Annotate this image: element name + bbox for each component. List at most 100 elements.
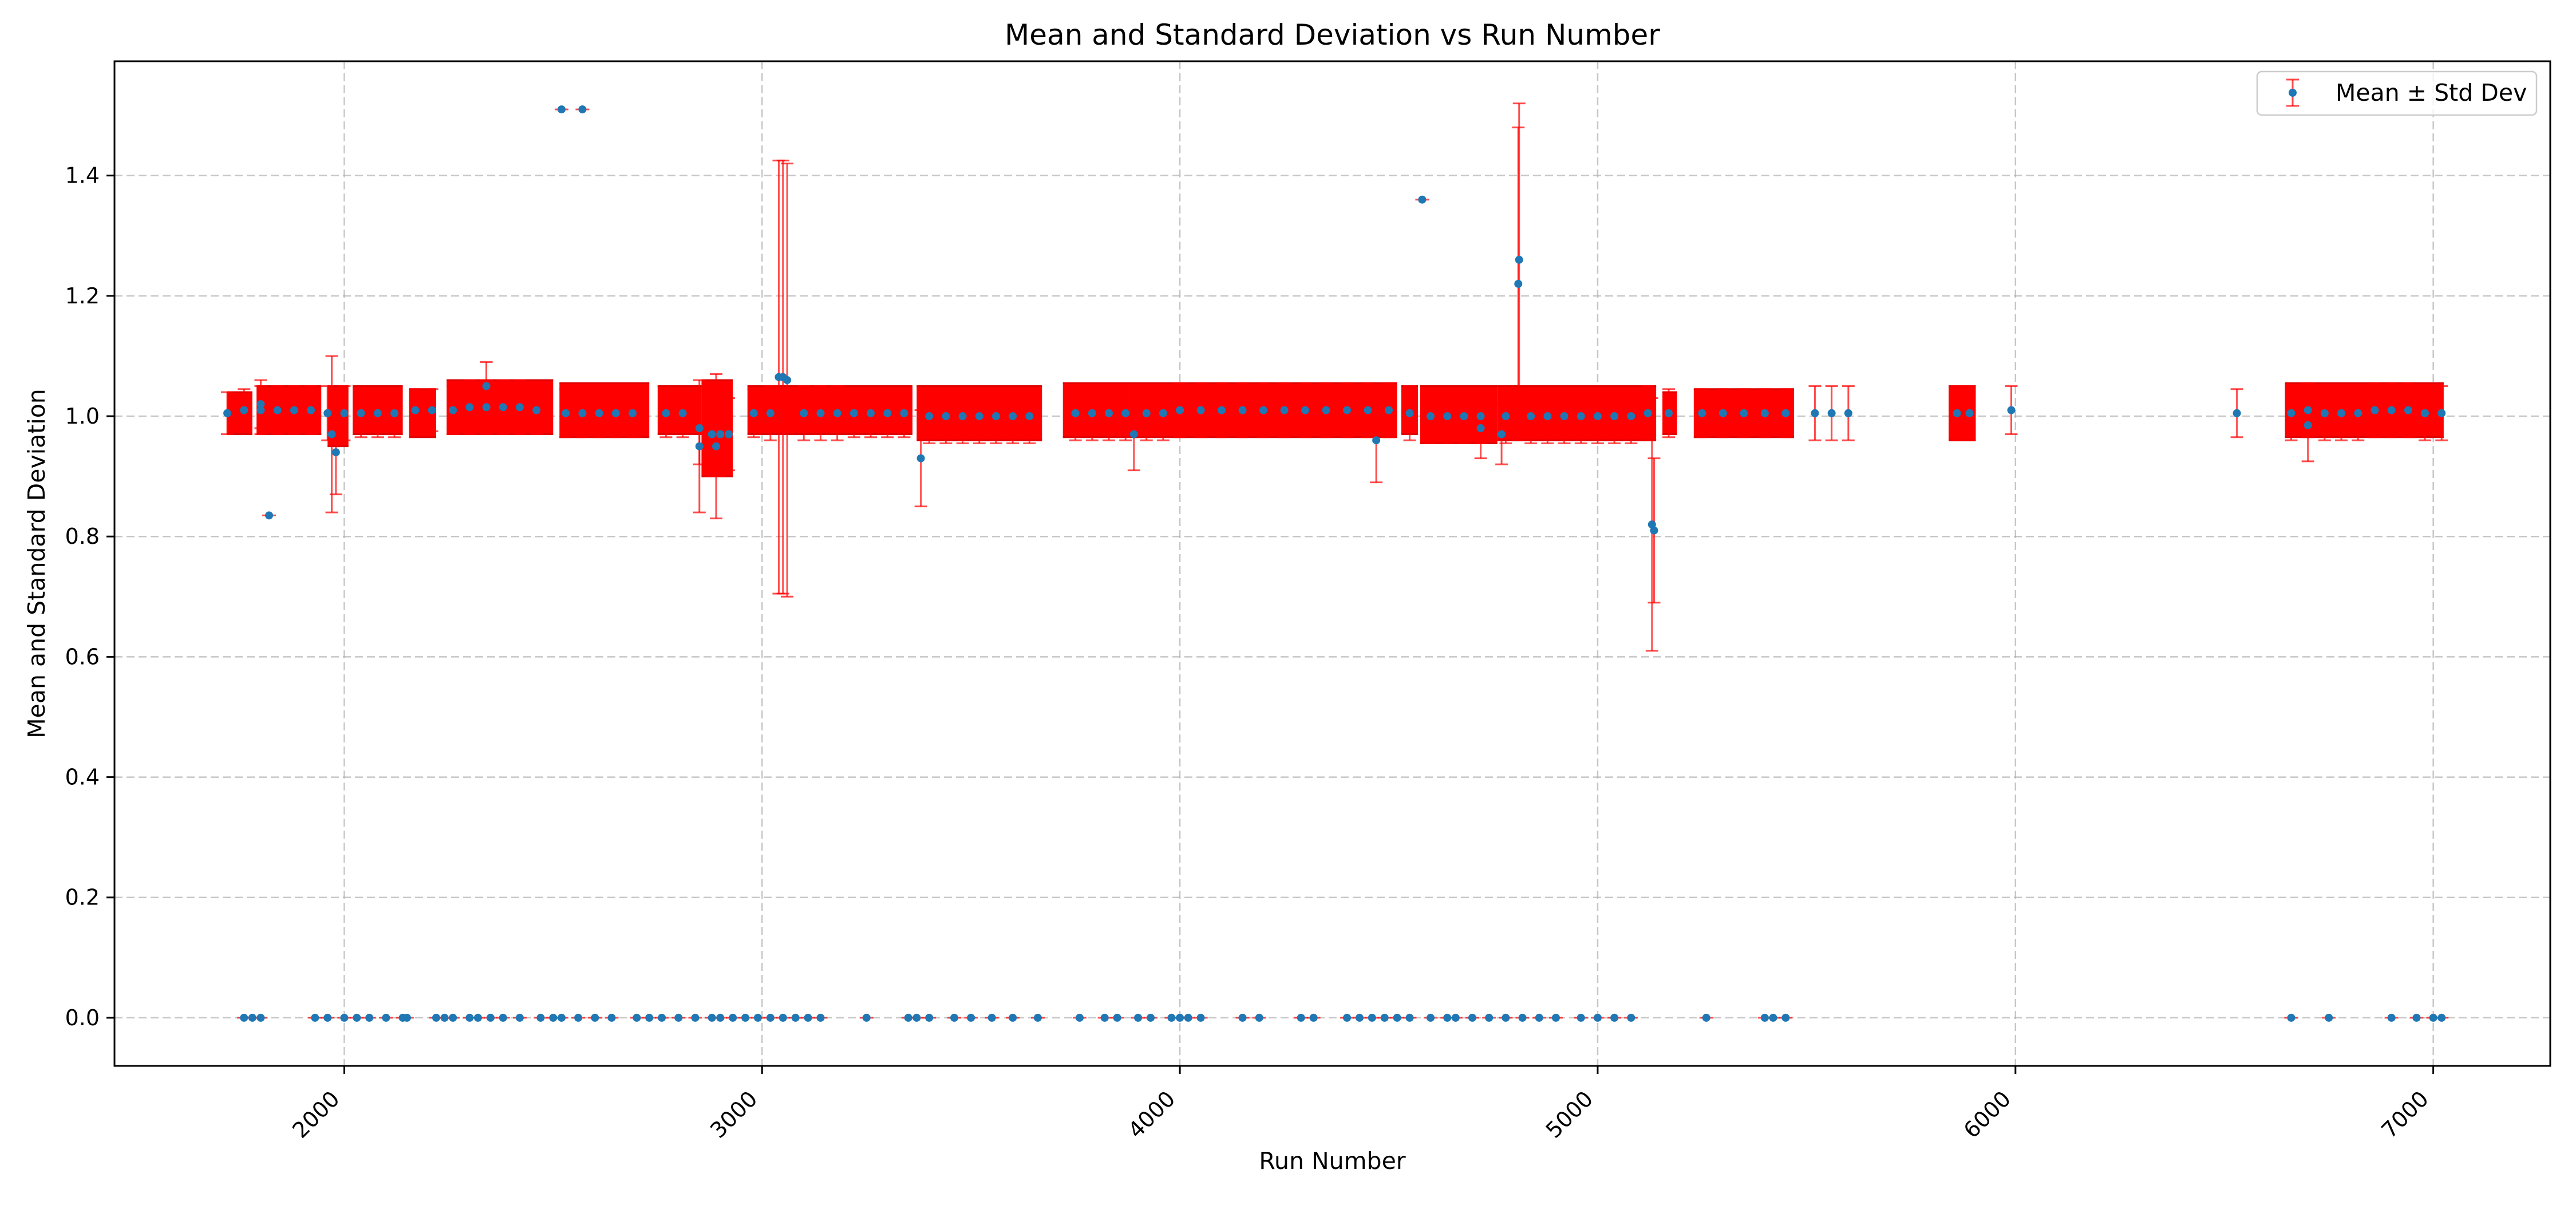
mean-point	[1105, 409, 1113, 417]
mean-point	[465, 1013, 474, 1022]
mean-point	[482, 403, 491, 412]
mean-point	[1498, 430, 1506, 438]
mean-point	[904, 1013, 912, 1022]
mean-point	[862, 1013, 871, 1022]
mean-point	[265, 511, 274, 520]
mean-point	[724, 430, 733, 438]
mean-point	[1476, 412, 1485, 421]
mean-point	[925, 1013, 934, 1022]
mean-point	[1405, 1013, 1414, 1022]
mean-point	[2437, 409, 2446, 417]
mean-point	[1033, 1013, 1042, 1022]
mean-point	[816, 409, 825, 417]
mean-point	[800, 409, 808, 417]
mean-point	[1643, 409, 1652, 417]
mean-point	[1698, 409, 1706, 417]
mean-point	[1769, 1013, 1777, 1022]
mean-point	[1009, 1013, 1017, 1022]
x-axis-label: Run Number	[1259, 1147, 1405, 1175]
mean-point	[2287, 1013, 2296, 1022]
errorbar-band	[701, 380, 733, 477]
mean-point	[753, 1013, 762, 1022]
mean-point	[2370, 406, 2379, 414]
mean-point	[440, 1013, 449, 1022]
mean-point	[1238, 1013, 1247, 1022]
y-tick-label: 0.4	[65, 765, 100, 790]
mean-point	[2387, 406, 2396, 414]
mean-point	[290, 406, 298, 414]
mean-point	[741, 1013, 750, 1022]
mean-point	[411, 406, 420, 414]
mean-point	[1650, 526, 1658, 535]
mean-point	[1965, 409, 1974, 417]
mean-point	[240, 406, 248, 414]
mean-point	[432, 1013, 440, 1022]
mean-point	[482, 382, 491, 390]
mean-point	[678, 409, 687, 417]
mean-point	[883, 409, 892, 417]
mean-point	[1134, 1013, 1143, 1022]
legend-entry-label: Mean ± Std Dev	[2336, 79, 2527, 106]
mean-point	[1485, 1013, 1494, 1022]
mean-point	[562, 409, 570, 417]
mean-point	[515, 1013, 524, 1022]
mean-point	[867, 409, 875, 417]
mean-point	[729, 1013, 737, 1022]
mean-point	[925, 412, 934, 421]
mean-point	[340, 409, 349, 417]
legend: Mean ± Std Dev	[2256, 70, 2538, 116]
mean-point	[833, 409, 841, 417]
mean-point	[1551, 1013, 1560, 1022]
mean-point	[591, 1013, 599, 1022]
mean-point	[1844, 409, 1852, 417]
mean-point	[1121, 409, 1130, 417]
mean-point	[766, 1013, 775, 1022]
y-tick-label: 0.8	[65, 524, 100, 549]
mean-point	[912, 1013, 921, 1022]
mean-point	[365, 1013, 374, 1022]
mean-point	[1781, 1013, 1790, 1022]
mean-point	[499, 1013, 507, 1022]
chart-title: Mean and Standard Deviation vs Run Numbe…	[1005, 18, 1660, 52]
mean-point	[1297, 1013, 1305, 1022]
mean-point	[967, 1013, 975, 1022]
mean-point	[578, 105, 587, 114]
mean-point	[2354, 409, 2362, 417]
mean-point	[1527, 412, 1535, 421]
mean-point	[473, 1013, 482, 1022]
mean-point	[390, 409, 398, 417]
mean-point	[916, 454, 925, 463]
mean-point	[428, 406, 436, 414]
mean-point	[1811, 409, 1819, 417]
mean-point	[1593, 1013, 1602, 1022]
mean-point	[708, 1013, 716, 1022]
mean-point	[248, 1013, 256, 1022]
mean-point	[340, 1013, 349, 1022]
mean-point	[2387, 1013, 2396, 1022]
mean-point	[331, 448, 340, 457]
mean-point	[1610, 412, 1619, 421]
mean-point	[2437, 1013, 2446, 1022]
y-tick-label: 0.6	[65, 644, 100, 669]
mean-point	[2337, 409, 2346, 417]
mean-point	[1176, 406, 1184, 414]
errorbar-band	[559, 383, 650, 437]
mean-point	[1781, 409, 1790, 417]
mean-point	[804, 1013, 812, 1022]
mean-point	[716, 1013, 725, 1022]
mean-point	[1953, 409, 1961, 417]
mean-point	[574, 1013, 583, 1022]
mean-point	[629, 409, 637, 417]
y-tick-label: 0.2	[65, 885, 100, 910]
mean-point	[402, 1013, 411, 1022]
mean-point	[486, 1013, 495, 1022]
mean-point	[1071, 409, 1080, 417]
mean-point	[712, 442, 720, 451]
mean-point	[942, 412, 950, 421]
mean-point	[1502, 412, 1510, 421]
mean-point	[1355, 1013, 1364, 1022]
mean-point	[382, 1013, 390, 1022]
mean-point	[708, 430, 716, 438]
